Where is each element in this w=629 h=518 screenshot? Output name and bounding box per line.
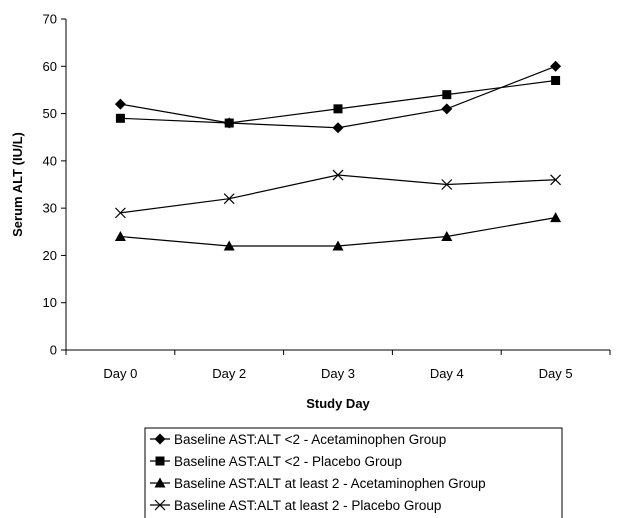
data-point-x — [441, 179, 453, 190]
data-point-square — [224, 118, 234, 128]
legend-marker-diamond — [154, 433, 166, 445]
legend-label: Baseline AST:ALT at least 2 - Acetaminop… — [174, 476, 486, 491]
legend-marker-triangle — [154, 477, 166, 488]
x-tick-label: Day 2 — [212, 366, 246, 381]
data-point-square — [442, 90, 452, 100]
data-point-diamond — [332, 122, 344, 134]
series-3 — [114, 212, 562, 251]
x-tick-label: Day 0 — [103, 366, 137, 381]
legend-marker-x — [154, 499, 166, 511]
y-tick-label: 40 — [43, 153, 57, 168]
x-tick-label: Day 4 — [430, 366, 464, 381]
y-tick-label: 30 — [43, 201, 57, 216]
series-1 — [114, 60, 562, 134]
data-point-x — [332, 169, 344, 181]
x-axis-title: Study Day — [306, 396, 370, 411]
x-tick-label: Day 5 — [539, 366, 573, 381]
x-axis-ticks: Day 0 Day 2 Day 3 Day 4 Day 5 — [65, 350, 611, 381]
data-point-square — [551, 75, 561, 85]
legend-item: Baseline AST:ALT at least 2 - Placebo Gr… — [150, 498, 441, 513]
legend-item: Baseline AST:ALT at least 2 - Acetaminop… — [150, 476, 486, 491]
data-point-x — [223, 193, 235, 205]
y-tick-label: 70 — [43, 12, 57, 27]
data-point-triangle — [114, 231, 126, 242]
legend-label: Baseline AST:ALT <2 - Acetaminophen Grou… — [174, 432, 446, 447]
legend: Baseline AST:ALT <2 - Acetaminophen Grou… — [144, 427, 563, 518]
series-line — [120, 65, 556, 129]
data-point-triangle — [223, 240, 235, 251]
series-line — [120, 79, 556, 124]
data-point-x — [550, 174, 562, 186]
y-tick-label: 20 — [43, 248, 57, 263]
data-point-square — [115, 113, 125, 123]
y-axis-ticks: 0 10 20 30 40 50 60 70 — [43, 12, 66, 358]
data-point-diamond — [114, 98, 126, 110]
data-point-x — [114, 207, 126, 219]
series-layer — [114, 60, 562, 251]
legend-item: Baseline AST:ALT <2 - Placebo Group — [150, 454, 402, 469]
series-line — [120, 174, 556, 214]
y-tick-label: 0 — [50, 343, 57, 358]
legend-item: Baseline AST:ALT <2 - Acetaminophen Grou… — [150, 432, 446, 447]
legend-label: Baseline AST:ALT <2 - Placebo Group — [174, 454, 402, 469]
data-point-diamond — [441, 103, 453, 115]
y-axis-title: Serum ALT (IU/L) — [10, 132, 25, 237]
legend-label: Baseline AST:ALT at least 2 - Placebo Gr… — [174, 498, 441, 513]
y-tick-label: 50 — [43, 106, 57, 121]
legend-box — [144, 427, 563, 518]
data-point-square — [333, 104, 343, 114]
data-point-diamond — [550, 60, 562, 72]
data-point-triangle — [550, 212, 562, 223]
data-point-triangle — [441, 231, 453, 242]
data-point-triangle — [332, 240, 344, 251]
series-4 — [114, 169, 562, 219]
x-tick-label: Day 3 — [321, 366, 355, 381]
legend-marker-square — [155, 456, 165, 466]
series-2 — [115, 75, 561, 128]
y-tick-label: 10 — [43, 295, 57, 310]
y-tick-label: 60 — [43, 59, 57, 74]
